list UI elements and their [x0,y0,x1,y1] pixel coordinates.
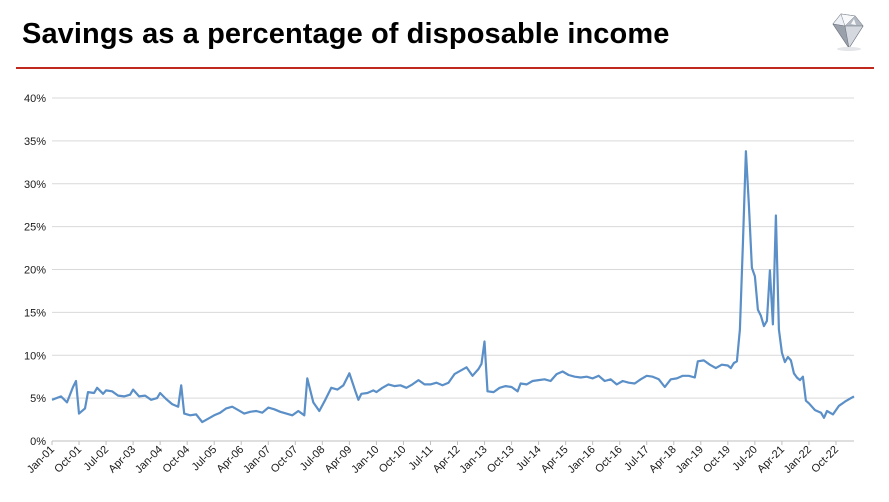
x-tick-label: Oct-16 [593,444,625,476]
x-tick-label: Jan-07 [241,444,273,476]
x-tick-label: Jan-13 [457,444,489,476]
x-tick-label: Jan-19 [674,444,706,476]
y-tick-label: 35% [24,136,46,148]
y-tick-label: 30% [24,179,46,191]
x-tick-label: Jul-05 [190,444,220,474]
y-tick-label: 25% [24,222,46,234]
x-tick-label: Jul-08 [298,444,328,474]
x-tick-label: Jul-14 [514,444,544,474]
x-tick-label: Oct-22 [809,444,841,476]
x-tick-label: Apr-18 [647,444,679,476]
x-tick-label: Jul-17 [622,444,652,474]
x-tick-label: Jul-20 [730,444,760,474]
x-tick-label: Oct-10 [377,444,409,476]
y-tick-label: 40% [24,93,46,105]
page-title: Savings as a percentage of disposable in… [22,18,670,50]
y-tick-label: 15% [24,307,46,319]
x-tick-label: Jan-01 [25,444,57,476]
x-tick-label: Jul-02 [82,444,112,474]
x-tick-label: Jan-16 [566,444,598,476]
title-underline [16,67,874,69]
x-tick-label: Apr-09 [323,444,355,476]
y-tick-label: 5% [30,393,46,405]
y-tick-label: 10% [24,350,46,362]
y-tick-label: 20% [24,265,46,277]
y-tick-label: 0% [30,436,46,448]
x-tick-label: Jan-22 [782,444,814,476]
x-tick-label: Oct-13 [485,444,517,476]
diamond-icon [827,10,867,52]
x-tick-label: Apr-06 [215,444,247,476]
x-tick-label: Apr-03 [106,444,138,476]
x-tick-label: Jan-04 [133,444,165,476]
series-line [51,150,855,424]
x-tick-label: Apr-21 [755,444,787,476]
x-tick-label: Jan-10 [349,444,381,476]
x-tick-label: Oct-19 [701,444,733,476]
x-tick-label: Oct-01 [52,444,84,476]
x-tick-label: Oct-07 [269,444,301,476]
x-tick-label: Apr-15 [539,444,571,476]
x-tick-label: Oct-04 [160,444,192,476]
x-tick-label: Apr-12 [431,444,463,476]
